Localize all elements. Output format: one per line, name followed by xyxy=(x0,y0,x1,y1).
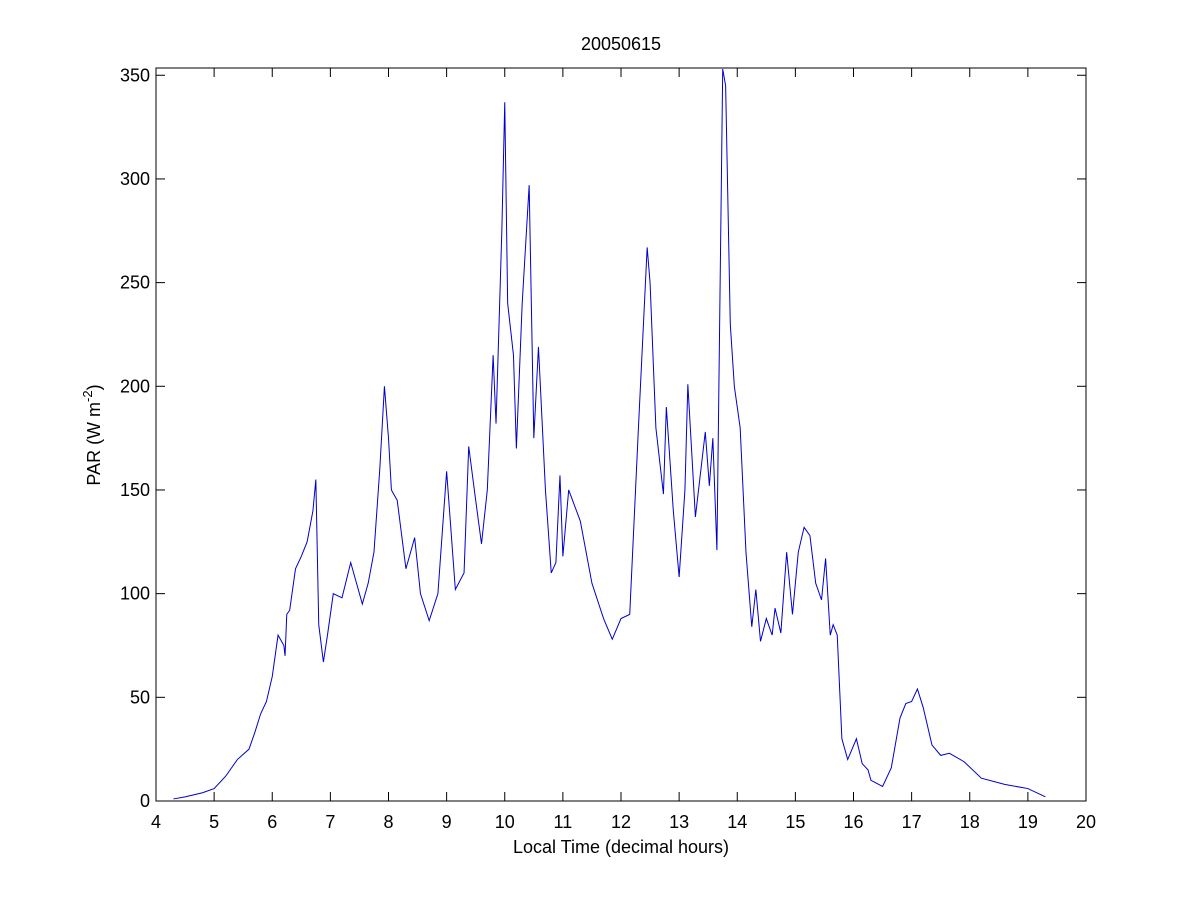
y-tick-label: 350 xyxy=(120,65,150,85)
x-tick-label: 14 xyxy=(727,812,747,832)
x-tick-label: 9 xyxy=(442,812,452,832)
y-tick-label: 150 xyxy=(120,480,150,500)
y-tick-label: 50 xyxy=(130,687,150,707)
axes-box xyxy=(155,67,1087,802)
chart-title: 20050615 xyxy=(581,34,661,54)
x-tick-label: 18 xyxy=(960,812,980,832)
y-tick-label: 300 xyxy=(120,169,150,189)
x-tick-label: 16 xyxy=(843,812,863,832)
x-tick-label: 15 xyxy=(785,812,805,832)
x-tick-label: 13 xyxy=(669,812,689,832)
x-tick-label: 6 xyxy=(267,812,277,832)
y-label-sup: -2 xyxy=(80,390,95,402)
x-tick-label: 19 xyxy=(1018,812,1038,832)
y-tick-label: 250 xyxy=(120,273,150,293)
x-tick-label: 11 xyxy=(554,812,573,832)
y-tick-label: 100 xyxy=(120,584,150,604)
x-tick-label: 10 xyxy=(495,812,515,832)
y-tick-label: 200 xyxy=(120,376,150,396)
y-axis-label: PAR (W m-2) xyxy=(80,384,104,485)
y-tick-label: 0 xyxy=(140,791,150,811)
x-tick-label: 4 xyxy=(151,812,161,832)
x-tick-label: 20 xyxy=(1076,812,1096,832)
y-label-end: ) xyxy=(84,384,104,390)
x-axis-label: Local Time (decimal hours) xyxy=(513,837,729,857)
x-tick-label: 17 xyxy=(902,812,922,832)
data-line xyxy=(173,68,1046,800)
x-tick-label: 7 xyxy=(325,812,335,832)
x-tick-label: 8 xyxy=(383,812,393,832)
y-label-main: PAR (W m xyxy=(84,402,104,486)
x-tick-label: 5 xyxy=(209,812,219,832)
x-tick-label: 12 xyxy=(611,812,631,832)
